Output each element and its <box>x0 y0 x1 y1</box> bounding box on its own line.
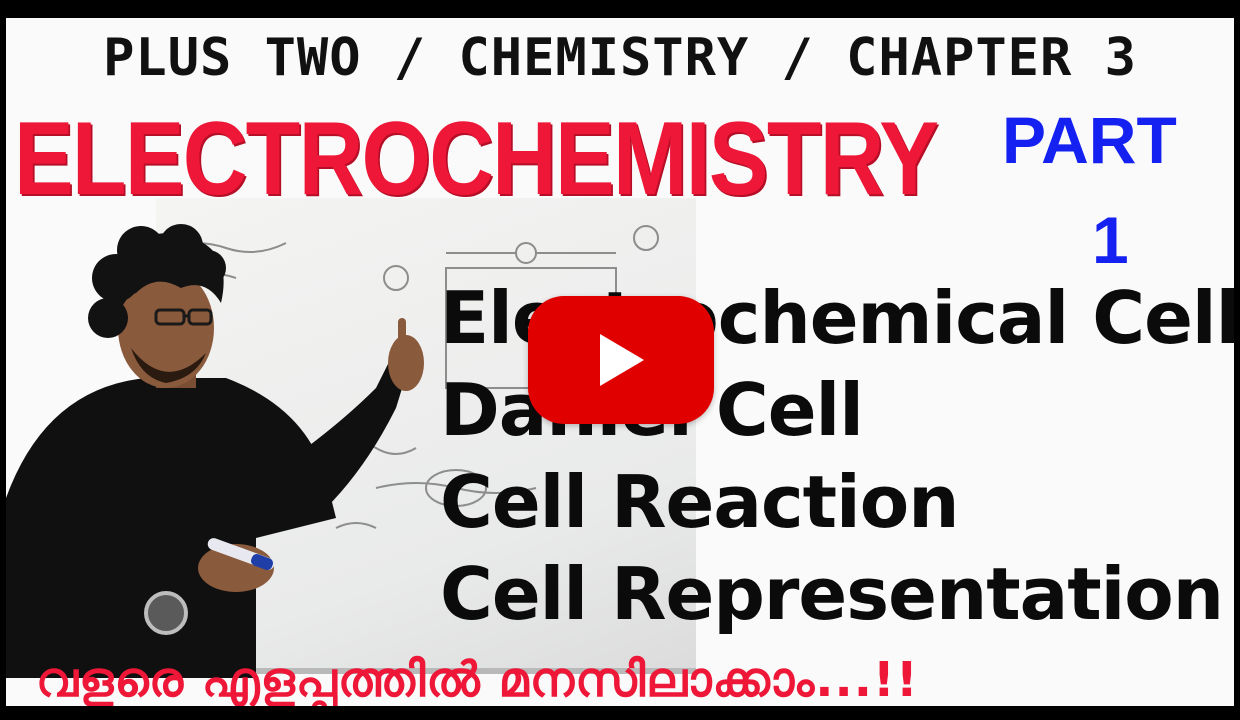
play-button[interactable] <box>528 296 714 424</box>
main-title: ELECTROCHEMISTRY <box>14 101 939 217</box>
play-triangle-icon <box>600 334 644 386</box>
malayalam-tagline: വളരെ എളുപ്പത്തിൽ മനസിലാക്കാം...!! <box>36 652 919 706</box>
part-label: PART <box>1002 103 1177 177</box>
series-heading: PLUS TWO / CHEMISTRY / CHAPTER 3 <box>103 28 1137 88</box>
topic-item: Cell Representation <box>440 552 1224 636</box>
topic-item: Cell Reaction <box>440 460 959 544</box>
presenter-figure <box>6 224 424 678</box>
video-thumbnail[interactable]: PLUS TWO / CHEMISTRY / CHAPTER 3 ELECTRO… <box>6 18 1234 706</box>
part-number: 1 <box>1092 203 1129 277</box>
